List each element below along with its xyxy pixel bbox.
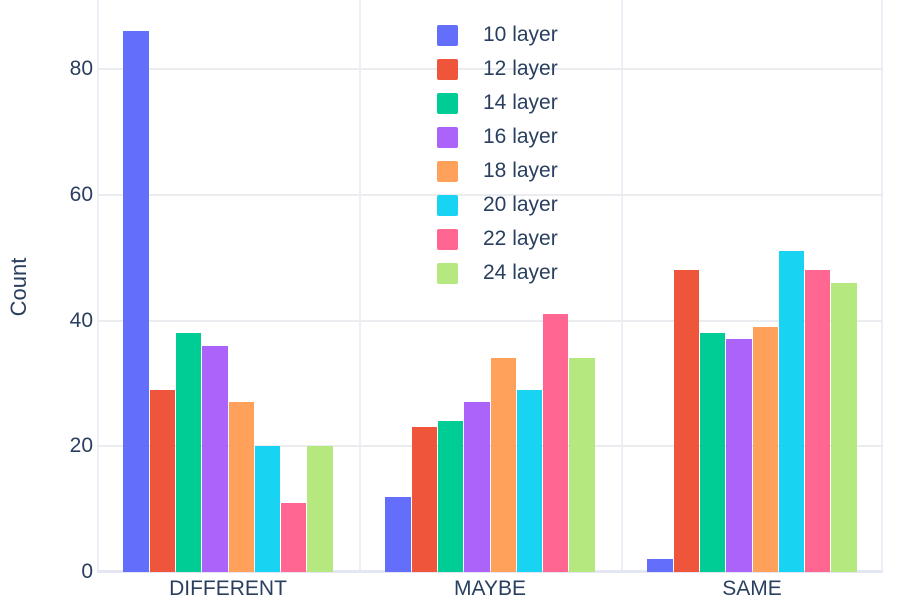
x-tick-label-maybe: MAYBE xyxy=(454,577,526,600)
legend-item-20-layer[interactable]: 20 layer xyxy=(437,188,558,222)
legend-label-10-layer: 10 layer xyxy=(483,23,558,46)
y-tick-label-80: 80 xyxy=(69,57,93,81)
bar-different-14-layer[interactable] xyxy=(175,333,202,572)
x-tick-label-different: DIFFERENT xyxy=(169,577,287,600)
bar-different-12-layer[interactable] xyxy=(149,389,175,572)
legend-swatch-18-layer xyxy=(437,160,458,182)
legend-label-12-layer: 12 layer xyxy=(483,57,558,80)
legend-item-10-layer[interactable]: 10 layer xyxy=(437,18,558,52)
legend-swatch-24-layer xyxy=(437,262,458,284)
bar-different-16-layer[interactable] xyxy=(202,345,228,572)
legend-swatch-20-layer xyxy=(437,194,458,216)
category-separator-line xyxy=(97,0,99,572)
legend-item-18-layer[interactable]: 18 layer xyxy=(437,154,558,188)
legend-label-22-layer: 22 layer xyxy=(483,227,558,250)
y-tick-label-20: 20 xyxy=(69,434,93,458)
bar-same-20-layer[interactable] xyxy=(778,251,805,572)
legend-item-12-layer[interactable]: 12 layer xyxy=(437,52,558,86)
legend-label-20-layer: 20 layer xyxy=(483,193,558,216)
y-tick-label-40: 40 xyxy=(69,308,93,332)
bar-different-18-layer[interactable] xyxy=(228,402,254,572)
plot-area xyxy=(97,0,883,573)
bar-maybe-18-layer[interactable] xyxy=(490,358,516,572)
legend-item-24-layer[interactable]: 24 layer xyxy=(437,256,558,290)
category-separator-line xyxy=(359,0,361,572)
legend-swatch-22-layer xyxy=(437,228,458,250)
legend-swatch-10-layer xyxy=(437,24,458,46)
legend-item-22-layer[interactable]: 22 layer xyxy=(437,222,558,256)
bar-different-10-layer[interactable] xyxy=(123,31,149,572)
bar-maybe-12-layer[interactable] xyxy=(411,427,437,572)
bar-group-same xyxy=(647,0,857,572)
legend-swatch-14-layer xyxy=(437,92,458,114)
bar-different-20-layer[interactable] xyxy=(254,446,281,572)
legend-item-16-layer[interactable]: 16 layer xyxy=(437,120,558,154)
bar-same-18-layer[interactable] xyxy=(752,326,778,572)
legend: 10 layer 12 layer 14 layer 16 layer 18 layer… xyxy=(437,18,558,290)
bar-maybe-16-layer[interactable] xyxy=(464,402,490,572)
x-tick-label-same: SAME xyxy=(722,577,782,600)
legend-label-14-layer: 14 layer xyxy=(483,91,558,114)
y-tick-label-0: 0 xyxy=(81,560,93,583)
bar-different-24-layer[interactable] xyxy=(307,446,333,572)
bar-different-22-layer[interactable] xyxy=(281,502,307,572)
bar-maybe-20-layer[interactable] xyxy=(516,389,543,572)
bar-same-24-layer[interactable] xyxy=(831,282,857,572)
y-tick-label-60: 60 xyxy=(69,182,93,206)
legend-label-16-layer: 16 layer xyxy=(483,125,558,148)
gridline-y-60 xyxy=(97,193,883,196)
gridline-y-40 xyxy=(97,319,883,322)
bar-same-10-layer[interactable] xyxy=(647,559,673,572)
legend-swatch-12-layer xyxy=(437,58,458,80)
bar-group-different xyxy=(123,0,333,572)
legend-swatch-16-layer xyxy=(437,126,458,148)
category-separator-line xyxy=(881,0,883,572)
bar-same-12-layer[interactable] xyxy=(673,270,699,572)
bar-maybe-22-layer[interactable] xyxy=(543,314,569,572)
gridline-y-20 xyxy=(97,445,883,448)
legend-item-14-layer[interactable]: 14 layer xyxy=(437,86,558,120)
category-separator-line xyxy=(621,0,623,572)
legend-label-18-layer: 18 layer xyxy=(483,159,558,182)
bar-same-16-layer[interactable] xyxy=(726,339,752,572)
gridline-y-80 xyxy=(97,68,883,71)
bar-group-maybe xyxy=(385,0,595,572)
x-axis-zeroline xyxy=(97,570,883,573)
bar-same-22-layer[interactable] xyxy=(805,270,831,572)
bar-maybe-10-layer[interactable] xyxy=(385,496,411,572)
bar-maybe-14-layer[interactable] xyxy=(437,421,464,572)
bar-maybe-24-layer[interactable] xyxy=(569,358,595,572)
legend-label-24-layer: 24 layer xyxy=(483,261,558,284)
bar-same-14-layer[interactable] xyxy=(699,333,726,572)
